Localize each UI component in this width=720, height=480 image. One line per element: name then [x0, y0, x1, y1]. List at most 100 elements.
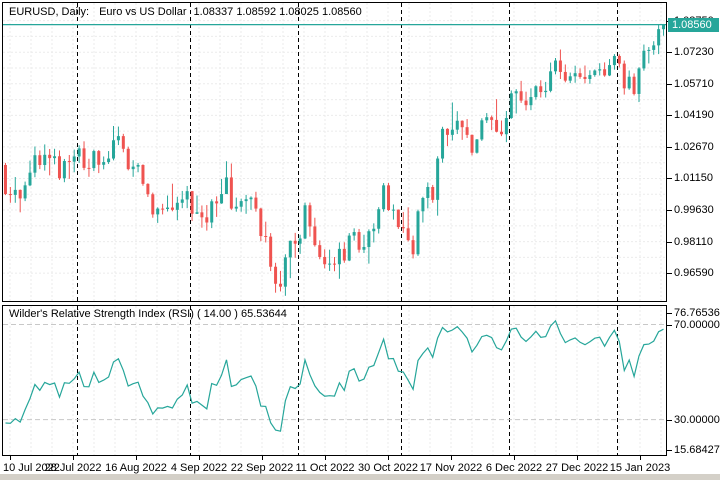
- candle-body: [146, 183, 150, 195]
- candle-body: [269, 236, 273, 267]
- candle-body: [470, 134, 474, 153]
- candle-body: [303, 205, 307, 239]
- candle-body: [328, 263, 332, 265]
- candlestick-chart-canvas[interactable]: [3, 3, 666, 301]
- candle-body: [131, 166, 135, 170]
- candle-body: [603, 69, 607, 76]
- candle-body: [136, 164, 140, 167]
- candle-body: [465, 127, 469, 135]
- time-axis-label: 17 Nov 2022: [419, 462, 483, 474]
- candle-body: [229, 177, 233, 209]
- rsi-tick: [667, 313, 672, 314]
- candle-body: [48, 154, 52, 159]
- candle-body: [416, 211, 420, 255]
- candle-body: [195, 212, 199, 214]
- candle-body: [72, 156, 76, 162]
- candle-body: [450, 129, 454, 135]
- time-axis-label: 4 Sep 2022: [170, 462, 228, 474]
- candle-body: [156, 208, 160, 215]
- candle-body: [308, 205, 312, 227]
- time-axis-label: 30 Oct 2022: [358, 462, 418, 474]
- candle-body: [377, 209, 381, 229]
- candle-body: [357, 232, 361, 250]
- candle-body: [534, 86, 538, 98]
- candle-body: [318, 245, 322, 257]
- candle-body: [347, 235, 351, 261]
- candle-body: [53, 156, 57, 159]
- candle-body: [352, 232, 356, 236]
- candle-body: [23, 185, 27, 199]
- candle-body: [278, 283, 282, 287]
- time-tick: [136, 456, 137, 460]
- candle-body: [180, 199, 184, 203]
- time-axis-label: 15 Jan 2023: [609, 462, 671, 474]
- candle-body: [77, 148, 81, 157]
- candle-body: [107, 158, 111, 163]
- main-chart-panel[interactable]: EURUSD, Daily: Euro vs US Dollar 1.08337 1…: [2, 2, 667, 302]
- ohlc-values-label: 1.08337 1.08592 1.08025 1.08560: [193, 6, 362, 18]
- candle-body: [554, 60, 557, 72]
- time-tick: [199, 456, 200, 460]
- current-price-value: 1.08560: [672, 19, 712, 31]
- candle-body: [588, 75, 592, 80]
- rsi-tick: [667, 420, 672, 421]
- candle-body: [431, 186, 435, 200]
- price-tick: [667, 242, 672, 243]
- candle-body: [13, 189, 17, 195]
- candle-body: [509, 93, 513, 119]
- price-tick: [667, 84, 672, 85]
- chart-title: EURUSD, Daily: Euro vs US Dollar 1.08337 1…: [9, 6, 362, 18]
- candle-body: [612, 55, 616, 66]
- candle-body: [490, 117, 494, 120]
- candle-body: [662, 24, 666, 30]
- symbol-description-label: Euro vs US Dollar: [99, 6, 187, 18]
- candle-body: [436, 158, 440, 200]
- candle-body: [632, 76, 636, 94]
- candle-body: [593, 70, 597, 76]
- time-axis-label: 6 Dec 2022: [485, 462, 543, 474]
- candle-body: [401, 227, 405, 229]
- candle-body: [33, 155, 37, 173]
- price-tick: [667, 115, 672, 116]
- candle-body: [8, 194, 12, 196]
- time-tick: [514, 456, 515, 460]
- candle-body: [323, 256, 327, 265]
- candle-body: [298, 238, 302, 244]
- candle-body: [495, 119, 499, 132]
- rsi-line: [5, 319, 664, 432]
- candle-body: [293, 240, 297, 244]
- candle-body: [372, 228, 376, 232]
- candle-body: [637, 68, 641, 94]
- rsi-chart-canvas[interactable]: [3, 306, 666, 455]
- candle-body: [38, 155, 42, 165]
- candle-body: [288, 240, 292, 258]
- candle-body: [126, 148, 130, 170]
- candle-body: [573, 73, 577, 77]
- candle-body: [205, 217, 209, 223]
- rsi-tick: [667, 325, 672, 326]
- rsi-indicator-panel[interactable]: Wilder's Relative Strength Index (RSI) (…: [2, 305, 667, 456]
- price-axis-label: 1.01150: [674, 172, 713, 185]
- candle-body: [652, 45, 656, 50]
- candle-body: [617, 55, 621, 64]
- candle-body: [539, 86, 543, 93]
- time-tick: [325, 456, 326, 460]
- rsi-axis-label: 15.68427: [674, 444, 720, 456]
- candle-body: [200, 212, 204, 218]
- time-axis-label: 28 Jul 2022: [44, 462, 102, 474]
- candle-body: [3, 164, 7, 195]
- candle-body: [480, 120, 484, 140]
- candle-body: [441, 128, 445, 159]
- candle-body: [166, 207, 170, 210]
- candle-body: [67, 161, 71, 163]
- candle-body: [274, 266, 278, 284]
- candle-body: [657, 29, 661, 46]
- time-tick: [10, 456, 11, 460]
- rsi-indicator-title: Wilder's Relative Strength Index (RSI) (…: [9, 308, 287, 320]
- symbol-timeframe-label: EURUSD, Daily:: [9, 6, 90, 18]
- time-tick: [640, 456, 641, 460]
- candle-body: [504, 118, 508, 135]
- time-tick: [388, 456, 389, 460]
- rsi-axis-label: 70.00000: [674, 318, 720, 331]
- candle-body: [185, 191, 189, 200]
